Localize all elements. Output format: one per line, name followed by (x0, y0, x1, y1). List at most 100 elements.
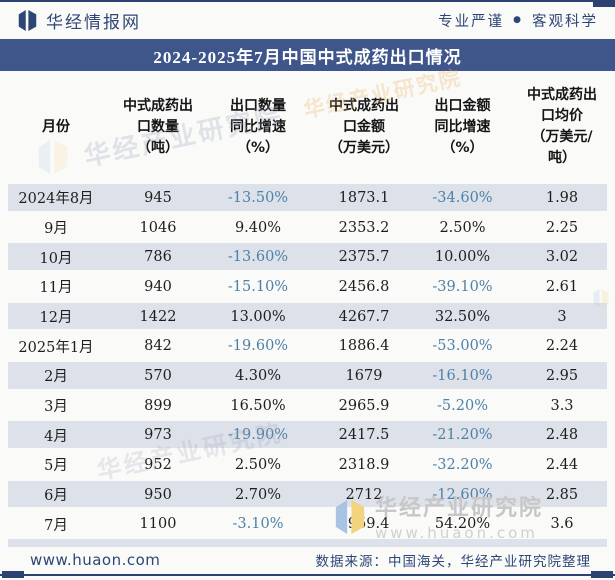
column-header-export-quantity: 中式成药出 口数量 （吨） (123, 97, 193, 156)
tagline: 专业严谨 ● 客观科学 (438, 10, 598, 31)
amount-cell: 3959.4 (338, 516, 390, 533)
brand-logo-icon (18, 9, 37, 31)
bottom-border-block-left (2, 571, 24, 578)
amount-cell: 2456.8 (338, 278, 390, 295)
quantity-yoy-cell: -19.60% (227, 338, 289, 355)
quantity-yoy-cell: -19.90% (227, 427, 289, 444)
masthead: 华经情报网 专业严谨 ● 客观科学 (0, 3, 615, 37)
quantity-cell: 899 (144, 397, 172, 414)
amount-cell: 4267.7 (338, 308, 390, 325)
amount-cell: 1886.4 (338, 338, 390, 355)
price-cell: 2.25 (545, 219, 579, 236)
amount-yoy-cell: 32.50% (434, 308, 491, 325)
table-row: 9月 1046 9.40% 2353.2 2.50% 2.25 (0, 213, 615, 243)
quantity-cell: 786 (144, 249, 172, 266)
column-header-month: 月份 (42, 118, 70, 135)
amount-yoy-cell: -16.10% (432, 367, 493, 384)
column-header-avg-price: 中式成药出 口均价 （万美元/ 吨） (527, 87, 597, 166)
tagline-dot-icon: ● (513, 14, 523, 25)
table-row: 12月 1422 13.00% 4267.7 32.50% 3 (0, 302, 615, 332)
price-cell: 2.85 (545, 486, 579, 503)
tagline-left: 专业严谨 (438, 13, 505, 30)
quantity-cell: 945 (144, 189, 172, 206)
tagline-right: 客观科学 (532, 13, 598, 30)
top-border-line (0, 0, 615, 2)
table-row: 4月 973 -19.90% 2417.5 -21.20% 2.48 (0, 420, 615, 450)
table-row: 10月 786 -13.60% 2375.7 10.00% 3.02 (0, 242, 615, 272)
amount-yoy-cell: 54.20% (434, 516, 491, 533)
brand: 华经情报网 (17, 8, 141, 33)
quantity-cell: 973 (144, 427, 172, 444)
amount-yoy-cell: -39.10% (432, 278, 493, 295)
quantity-cell: 952 (144, 456, 172, 473)
title-banner: 2024-2025年7月中国中式成药出口情况 (0, 39, 615, 71)
quantity-cell: 1100 (139, 516, 177, 533)
table-row: 11月 940 -15.10% 2456.8 -39.10% 2.61 (0, 272, 615, 302)
column-header-amount-yoy: 出口金额 同比增速 （%） (434, 97, 491, 156)
quantity-cell: 1422 (139, 308, 177, 325)
page-title: 2024-2025年7月中国中式成药出口情况 (153, 47, 462, 67)
month-cell: 2025年1月 (18, 339, 94, 356)
quantity-cell: 950 (144, 486, 172, 503)
quantity-yoy-cell: 2.50% (234, 456, 282, 473)
month-cell: 10月 (39, 250, 73, 267)
table-tail-stripe (8, 539, 607, 547)
footer: www.huaon.com 数据来源：中国海关，华经产业研究院整理 (0, 546, 615, 573)
footer-data-source: 数据来源：中国海关，华经产业研究院整理 (315, 553, 591, 570)
table-row: 7月 1100 -3.10% 3959.4 54.20% 3.6 (0, 509, 615, 539)
quantity-yoy-cell: -3.10% (232, 516, 284, 533)
table-header-row: 月份 中式成药出 口数量 （吨） 出口数量 同比增速 （%） 中式成药出 口金额… (0, 73, 615, 181)
month-cell: 3月 (44, 399, 68, 416)
price-cell: 3.6 (550, 516, 574, 533)
bottom-border-block-right (591, 571, 613, 578)
month-cell: 2024年8月 (18, 191, 94, 208)
table-row: 5月 952 2.50% 2318.9 -32.20% 2.44 (0, 450, 615, 480)
table-row: 6月 950 2.70% 2712 -12.60% 2.85 (0, 480, 615, 510)
month-cell: 2月 (44, 369, 68, 386)
bottom-border-line (0, 574, 615, 576)
amount-yoy-cell: -5.20% (437, 397, 488, 414)
column-header-quantity-yoy: 出口数量 同比增速 （%） (230, 97, 286, 156)
table-row: 2月 570 4.30% 1679 -16.10% 2.95 (0, 361, 615, 391)
quantity-cell: 1046 (139, 219, 177, 236)
month-cell: 11月 (39, 280, 73, 297)
price-cell: 3.02 (545, 249, 579, 266)
price-cell: 2.48 (545, 427, 579, 444)
amount-yoy-cell: 2.50% (439, 219, 486, 236)
table-row: 2025年1月 842 -19.60% 1886.4 -53.00% 2.24 (0, 331, 615, 361)
quantity-yoy-cell: 2.70% (234, 486, 282, 503)
quantity-yoy-cell: -15.10% (227, 278, 289, 295)
month-cell: 12月 (39, 310, 73, 327)
quantity-yoy-cell: 4.30% (234, 367, 282, 384)
month-cell: 5月 (44, 458, 68, 475)
quantity-yoy-cell: 9.40% (234, 219, 282, 236)
table-row: 3月 899 16.50% 2965.9 -5.20% 3.3 (0, 391, 615, 421)
amount-cell: 2417.5 (338, 427, 390, 444)
amount-yoy-cell: -34.60% (432, 189, 493, 206)
amount-yoy-cell: 10.00% (434, 249, 491, 266)
quantity-yoy-cell: -13.60% (227, 249, 289, 266)
brand-name: 华经情报网 (46, 12, 141, 33)
table-body: 2024年8月 945 -13.50% 1873.1 -34.60% 1.98 9月 1046… (0, 183, 615, 539)
amount-yoy-cell: -32.20% (432, 456, 493, 473)
amount-yoy-cell: -12.60% (432, 486, 493, 503)
price-cell: 2.24 (545, 338, 579, 355)
price-cell: 3 (557, 308, 567, 325)
footer-site-url: www.huaon.com (30, 550, 161, 569)
month-cell: 4月 (44, 428, 68, 445)
amount-cell: 2712 (345, 486, 383, 503)
amount-cell: 2965.9 (338, 397, 390, 414)
amount-yoy-cell: -21.20% (432, 427, 493, 444)
price-cell: 1.98 (545, 189, 579, 206)
amount-cell: 2375.7 (338, 249, 390, 266)
price-cell: 2.44 (545, 456, 579, 473)
table-row: 2024年8月 945 -13.50% 1873.1 -34.60% 1.98 (0, 183, 615, 213)
month-cell: 9月 (44, 221, 68, 237)
quantity-yoy-cell: 16.50% (230, 397, 286, 414)
price-cell: 2.95 (545, 367, 579, 384)
quantity-yoy-cell: 13.00% (230, 308, 286, 325)
price-cell: 3.3 (550, 397, 574, 414)
quantity-cell: 940 (144, 278, 172, 295)
top-border-block (593, 0, 615, 7)
